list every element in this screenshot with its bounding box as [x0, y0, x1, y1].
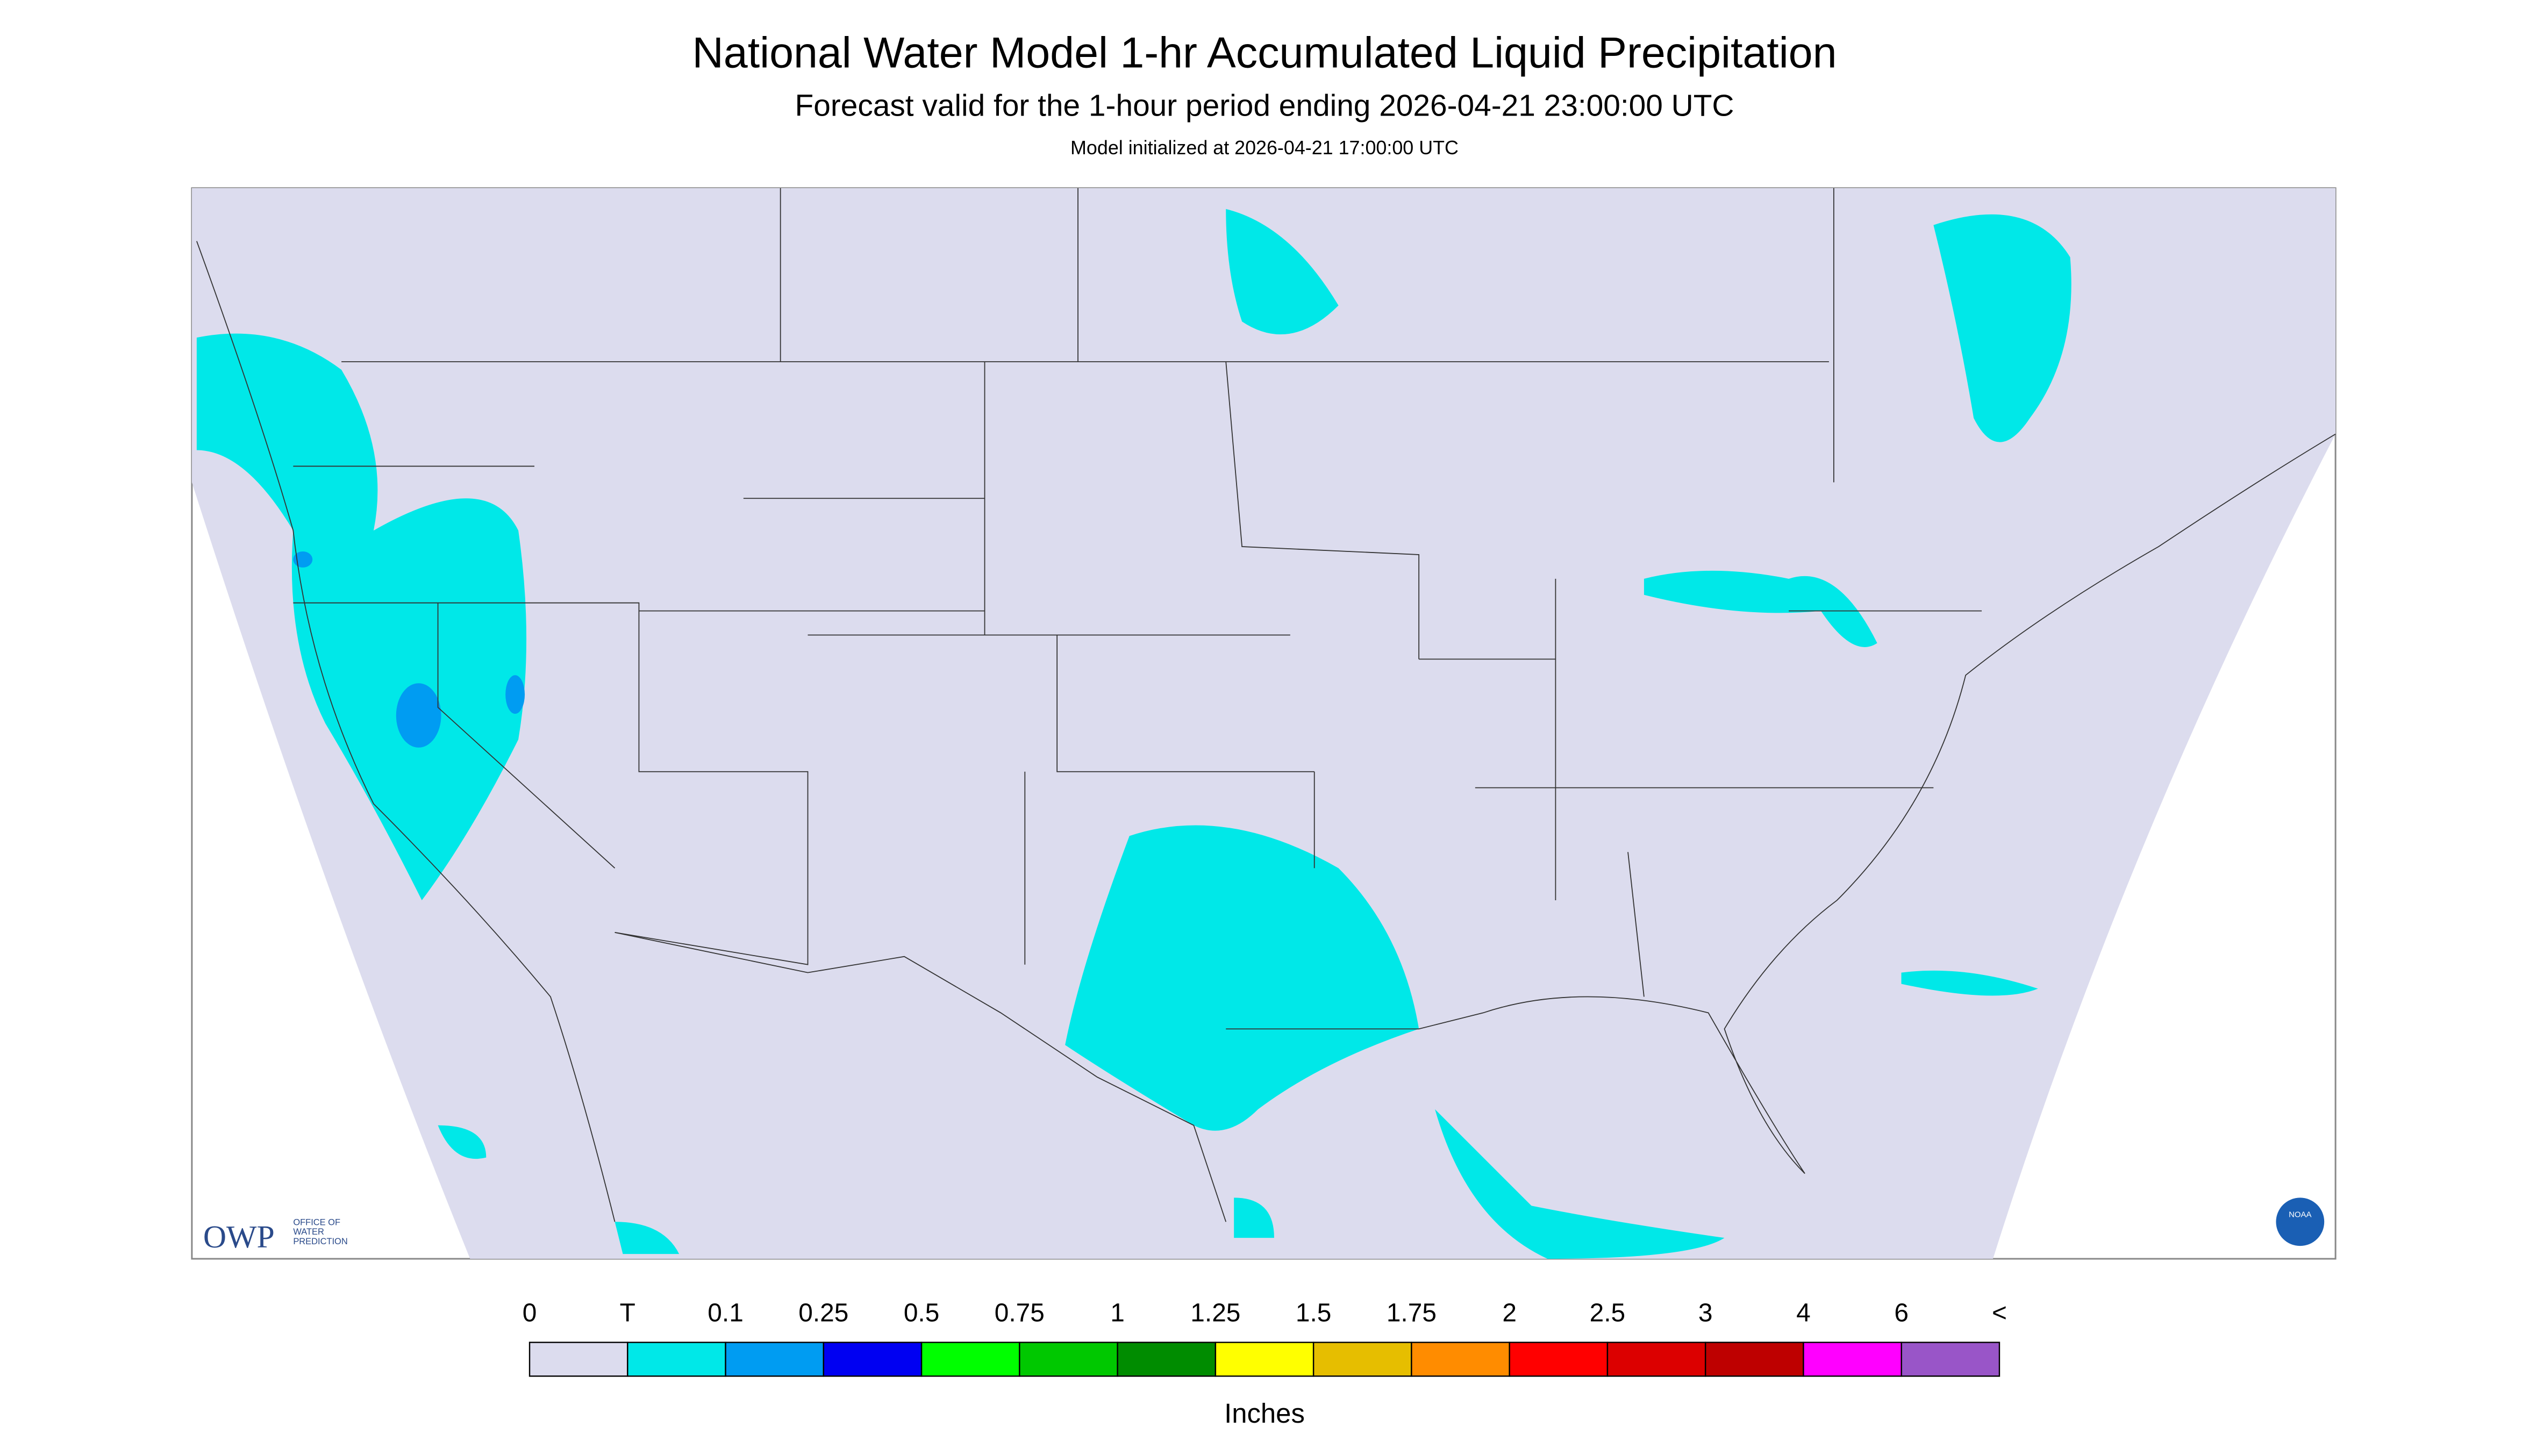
- coastline: [615, 433, 2336, 1222]
- legend-swatch: [1901, 1342, 2001, 1377]
- init-time: Model initialized at 2026-04-21 17:00:00…: [1070, 137, 1459, 159]
- coastline: [196, 241, 616, 1222]
- legend-swatch: [1606, 1342, 1706, 1377]
- legend-swatch: [627, 1342, 726, 1377]
- legend-label: 0.75: [995, 1299, 1045, 1328]
- legend-swatch: [823, 1342, 923, 1377]
- legend-label: 1.5: [1296, 1299, 1332, 1328]
- legend-label: 1.75: [1387, 1299, 1437, 1328]
- legend-label: 0.25: [798, 1299, 848, 1328]
- legend-label: 4: [1796, 1299, 1811, 1328]
- legend-label: 2.5: [1590, 1299, 1626, 1328]
- legend-unit: Inches: [1224, 1398, 1305, 1429]
- precip-areas-heavy: [293, 551, 525, 748]
- precip-areas: [196, 209, 2071, 1259]
- legend-label: 2: [1502, 1299, 1517, 1328]
- legend-swatch: [1803, 1342, 1902, 1377]
- legend-label: 3: [1698, 1299, 1713, 1328]
- legend-swatch: [725, 1342, 825, 1377]
- legend-swatch: [1312, 1342, 1412, 1377]
- legend-label: 0.1: [708, 1299, 744, 1328]
- precip-area: [196, 333, 527, 901]
- model-domain: [191, 188, 2336, 1259]
- legend-swatch: [1117, 1342, 1217, 1377]
- noaa-logo-text: NOAA: [2289, 1210, 2311, 1219]
- state-line: [293, 361, 1982, 997]
- legend-label: 6: [1894, 1299, 1909, 1328]
- legend-label: <: [1992, 1299, 2007, 1328]
- owp-caption-line: PREDICTION: [293, 1237, 347, 1246]
- legend: 0 T 0.1 0.25 0.5 0.75 1 1.25 1.5 1.75 2 2.5 3 4 6 <: [523, 1299, 2007, 1377]
- legend-label: 1.25: [1190, 1299, 1240, 1328]
- owp-caption-line: WATER: [293, 1227, 324, 1237]
- border-line: [341, 188, 1834, 483]
- legend-swatch: [920, 1342, 1020, 1377]
- precip-area: [293, 551, 313, 568]
- noaa-logo: [2276, 1197, 2325, 1246]
- legend-label: 0: [523, 1299, 537, 1328]
- legend-swatch: [528, 1342, 628, 1377]
- precip-area: [505, 675, 525, 714]
- legend-label: T: [620, 1299, 635, 1328]
- legend-swatch: [1411, 1342, 1510, 1377]
- owp-logo: OWP: [203, 1219, 275, 1254]
- legend-swatch: [1215, 1342, 1314, 1377]
- subtitle: Forecast valid for the 1-hour period end…: [795, 89, 1734, 123]
- legend-swatch: [1704, 1342, 1804, 1377]
- precip-area: [1901, 970, 2038, 996]
- precip-area: [1065, 825, 1419, 1131]
- precip-area: [396, 683, 441, 748]
- owp-caption-line: OFFICE OF: [293, 1217, 340, 1227]
- legend-label: 0.5: [904, 1299, 940, 1328]
- precip-area: [1435, 1109, 1725, 1259]
- precip-area: [1933, 214, 2071, 442]
- legend-swatch: [1509, 1342, 1609, 1377]
- legend-label: 1: [1110, 1299, 1125, 1328]
- precip-area: [1644, 570, 1877, 647]
- legend-swatch: [1019, 1342, 1118, 1377]
- precip-area: [1226, 209, 1339, 335]
- title: National Water Model 1-hr Accumulated Li…: [692, 29, 1837, 77]
- boundaries: [196, 188, 2336, 1222]
